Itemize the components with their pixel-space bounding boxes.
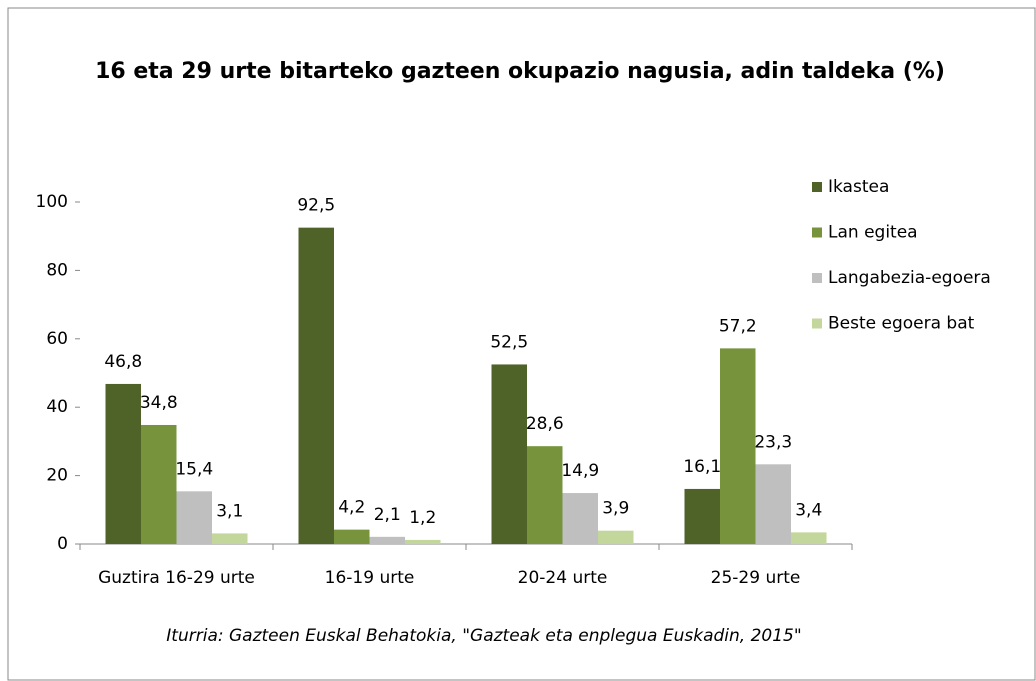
data-label: 34,8 (140, 393, 178, 413)
y-tick-label: 20 (46, 466, 68, 486)
x-tick-label: 25-29 urte (711, 568, 801, 588)
legend-label: Langabezia-egoera (828, 268, 991, 288)
bar (405, 539, 441, 544)
bar (755, 464, 791, 544)
data-label: 14,9 (561, 461, 599, 481)
data-label: 4,2 (338, 498, 365, 518)
bar (298, 227, 334, 544)
chart-border (7, 7, 1036, 681)
legend-label: Beste egoera bat (828, 314, 975, 334)
legend-swatch (812, 318, 822, 329)
legend-label: Lan egitea (828, 223, 918, 243)
bar (562, 493, 598, 544)
x-tick-label: 20-24 urte (518, 568, 608, 588)
bar (141, 424, 177, 544)
bar (598, 530, 634, 544)
bar (791, 532, 827, 544)
data-label: 46,8 (104, 352, 142, 372)
data-label: 92,5 (297, 196, 335, 216)
bar (369, 536, 405, 544)
data-label: 16,1 (683, 457, 721, 477)
legend-swatch (812, 273, 822, 283)
y-tick-label: 0 (57, 534, 68, 554)
y-tick-label: 80 (46, 260, 68, 280)
source-note: Iturria: Gazteen Euskal Behatokia, "Gazt… (166, 626, 801, 646)
data-label: 3,1 (216, 501, 243, 521)
data-label: 3,9 (602, 499, 629, 519)
bar (527, 446, 563, 544)
data-label: 52,5 (490, 332, 528, 352)
bar (212, 533, 248, 544)
data-label: 57,2 (719, 316, 757, 336)
x-tick-label: 16-19 urte (325, 568, 415, 588)
bar (105, 383, 141, 544)
bar (334, 529, 370, 544)
data-label: 3,4 (795, 500, 822, 520)
bar (720, 348, 756, 544)
bar (176, 491, 212, 544)
y-tick-label: 60 (46, 329, 68, 349)
y-tick-label: 40 (46, 397, 68, 417)
bar (684, 488, 720, 544)
data-label: 1,2 (409, 508, 436, 528)
data-label: 28,6 (526, 414, 564, 434)
x-tick-label: Guztira 16-29 urte (98, 568, 255, 588)
legend-label: Ikastea (828, 177, 889, 197)
data-label: 15,4 (175, 459, 213, 479)
data-label: 2,1 (374, 505, 401, 525)
data-label: 23,3 (754, 432, 792, 452)
legend-swatch (812, 182, 822, 192)
y-tick-label: 100 (36, 192, 68, 212)
legend-swatch (812, 227, 822, 238)
chart-title: 16 eta 29 urte bitarteko gazteen okupazi… (95, 59, 945, 84)
bar (491, 364, 527, 544)
